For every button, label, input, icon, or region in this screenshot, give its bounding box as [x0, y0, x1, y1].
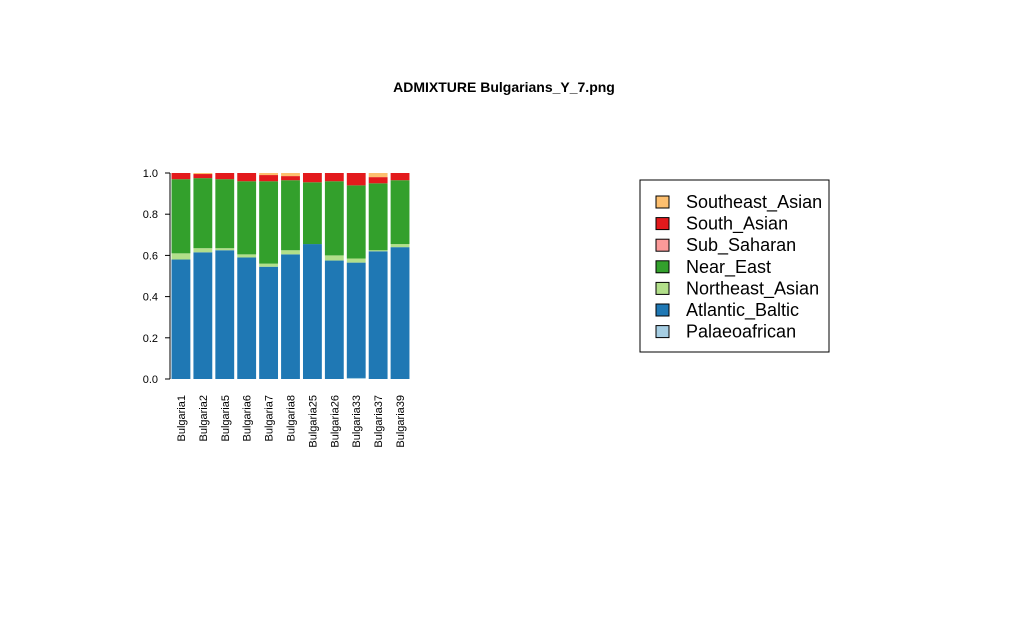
bar-segment-atlantic-baltic [302, 244, 322, 379]
legend-label: Atlantic_Baltic [686, 300, 799, 321]
bar-segment-atlantic-baltic [324, 260, 344, 379]
bar-segment-palaeoafrican [346, 377, 366, 379]
legend-swatch [655, 303, 670, 317]
legend-label: Northeast_Asian [686, 278, 819, 299]
bar-segment-south-asian [237, 173, 257, 182]
bar-segment-atlantic-baltic [281, 254, 300, 379]
legend-label: Near_East [686, 257, 771, 278]
bar-segment-northeast-asian [259, 263, 279, 267]
plot-area [171, 173, 410, 379]
bar-segment-southeast-asian [368, 173, 388, 178]
bar-segment-south-asian [368, 177, 388, 184]
legend-label: Sub_Saharan [686, 235, 796, 256]
legend-label: South_Asian [686, 214, 788, 235]
bar-segment-northeast-asian [281, 250, 300, 255]
bar-segment-northeast-asian [368, 250, 388, 252]
legend-swatch [655, 195, 670, 209]
bar-segment-south-asian [259, 175, 279, 182]
bar-segment-atlantic-baltic [193, 252, 213, 379]
bar-segment-atlantic-baltic [215, 250, 235, 379]
x-tick-label: Bulgaria2 [198, 395, 210, 441]
chart-title: ADMIXTURE Bulgarians_Y_7.png [393, 79, 615, 95]
bar-segment-southeast-asian [281, 173, 300, 177]
bar-segment-atlantic-baltic [346, 262, 366, 378]
bar-segment-northeast-asian [390, 244, 410, 248]
y-axis: 0.0 0.2 0.4 0.6 0.8 1.0 [143, 168, 171, 386]
legend-swatch [655, 325, 670, 339]
bar-segment-northeast-asian [237, 254, 257, 258]
x-tick-label: Bulgaria7 [264, 395, 276, 441]
bar-segment-near-east [259, 181, 279, 264]
bar-segment-near-east [346, 185, 366, 259]
x-tick-label: Bulgaria26 [329, 395, 341, 448]
bar-segment-near-east [281, 180, 300, 251]
x-tick-label: Bulgaria1 [176, 395, 188, 441]
x-tick-label: Bulgaria5 [220, 395, 232, 441]
bar-segment-south-asian [324, 173, 344, 182]
legend-swatch [655, 238, 670, 252]
y-tick-label: 0.6 [143, 250, 158, 262]
bar-segment-south-asian [390, 173, 410, 181]
x-tick-label: Bulgaria6 [242, 395, 254, 441]
bar-segment-south-asian [302, 173, 322, 183]
bar-segment-south-asian [215, 173, 235, 180]
bar-segment-northeast-asian [324, 255, 344, 261]
bar-segment-atlantic-baltic [237, 257, 257, 379]
bar-segment-near-east [302, 182, 322, 245]
bar-segment-atlantic-baltic [368, 251, 388, 379]
y-tick-label: 1.0 [143, 168, 158, 180]
bar-segment-southeast-asian [259, 173, 279, 176]
y-tick-label: 0.0 [143, 374, 158, 386]
legend-swatch [655, 281, 670, 295]
bar-segment-atlantic-baltic [259, 266, 279, 379]
bar-segment-southeast-asian [193, 173, 213, 175]
bar-segment-northeast-asian [346, 258, 366, 263]
bar-segment-south-asian [193, 174, 213, 179]
bar-segment-near-east [390, 180, 410, 245]
bar-segment-near-east [324, 181, 344, 256]
bar-segment-south-asian [281, 176, 300, 181]
y-tick-label: 0.2 [143, 333, 158, 345]
bar-segment-near-east [193, 178, 213, 249]
x-tick-label: Bulgaria33 [351, 395, 363, 448]
y-tick-label: 0.8 [143, 209, 158, 221]
bar-segment-northeast-asian [171, 253, 191, 260]
legend-label: Southeast_Asian [686, 192, 822, 213]
legend: Southeast_AsianSouth_AsianSub_SaharanNea… [639, 179, 830, 353]
x-tick-label: Bulgaria37 [373, 395, 385, 448]
y-tick-label: 0.4 [143, 292, 158, 304]
bar-segment-south-asian [171, 173, 191, 180]
bar-segment-near-east [171, 179, 191, 254]
bar-segment-south-asian [346, 173, 366, 186]
legend-label: Palaeoafrican [686, 322, 796, 342]
bar-segment-near-east [215, 179, 235, 249]
bar-segment-near-east [237, 181, 257, 255]
legend-swatch [655, 217, 670, 231]
bar-segment-atlantic-baltic [171, 259, 191, 379]
bar-segment-atlantic-baltic [390, 247, 410, 379]
bar-segment-northeast-asian [193, 248, 213, 253]
x-tick-label: Bulgaria25 [307, 395, 319, 448]
x-tick-label: Bulgaria39 [395, 395, 407, 448]
bar-segment-near-east [368, 183, 388, 251]
bar-segment-northeast-asian [215, 248, 235, 251]
x-axis-labels: Bulgaria1 Bulgaria2 Bulgaria5 Bulgaria6 Bulg… [176, 395, 407, 448]
x-tick-label: Bulgaria8 [286, 395, 298, 441]
legend-swatch [655, 260, 670, 274]
legend-box [639, 179, 830, 353]
